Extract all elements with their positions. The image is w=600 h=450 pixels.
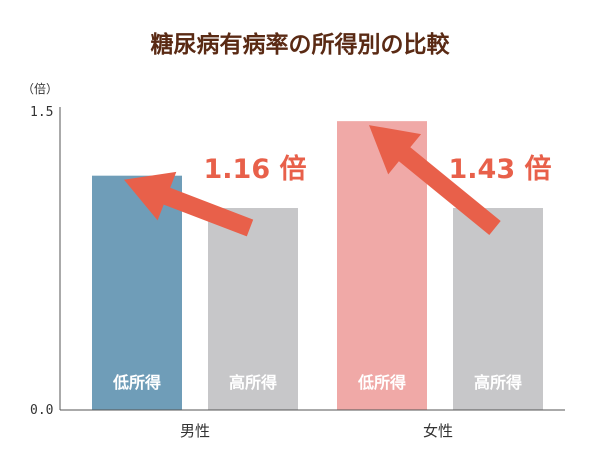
bar-label-female-low: 低所得	[357, 373, 406, 392]
increase-arrow-male	[124, 171, 254, 237]
category-label-female: 女性	[423, 422, 453, 440]
y-tick-max: 1.5	[30, 105, 53, 120]
bar-label-male-low: 低所得	[112, 373, 161, 392]
chart-title: 糖尿病有病率の所得別の比較	[151, 31, 451, 58]
category-label-male: 男性	[180, 422, 210, 440]
bar-male-high	[208, 208, 298, 410]
increase-arrow-female	[369, 125, 501, 235]
bar-female-high	[453, 208, 543, 410]
ratio-annotation-female: 1.43 倍	[448, 153, 551, 185]
y-axis-unit-label: （倍）	[22, 81, 58, 96]
bar-label-female-high: 高所得	[474, 373, 522, 392]
bar-male-low	[92, 175, 182, 410]
y-tick-min: 0.0	[30, 403, 53, 418]
ratio-annotation-male: 1.16 倍	[203, 153, 306, 185]
bar-label-male-high: 高所得	[229, 373, 277, 392]
